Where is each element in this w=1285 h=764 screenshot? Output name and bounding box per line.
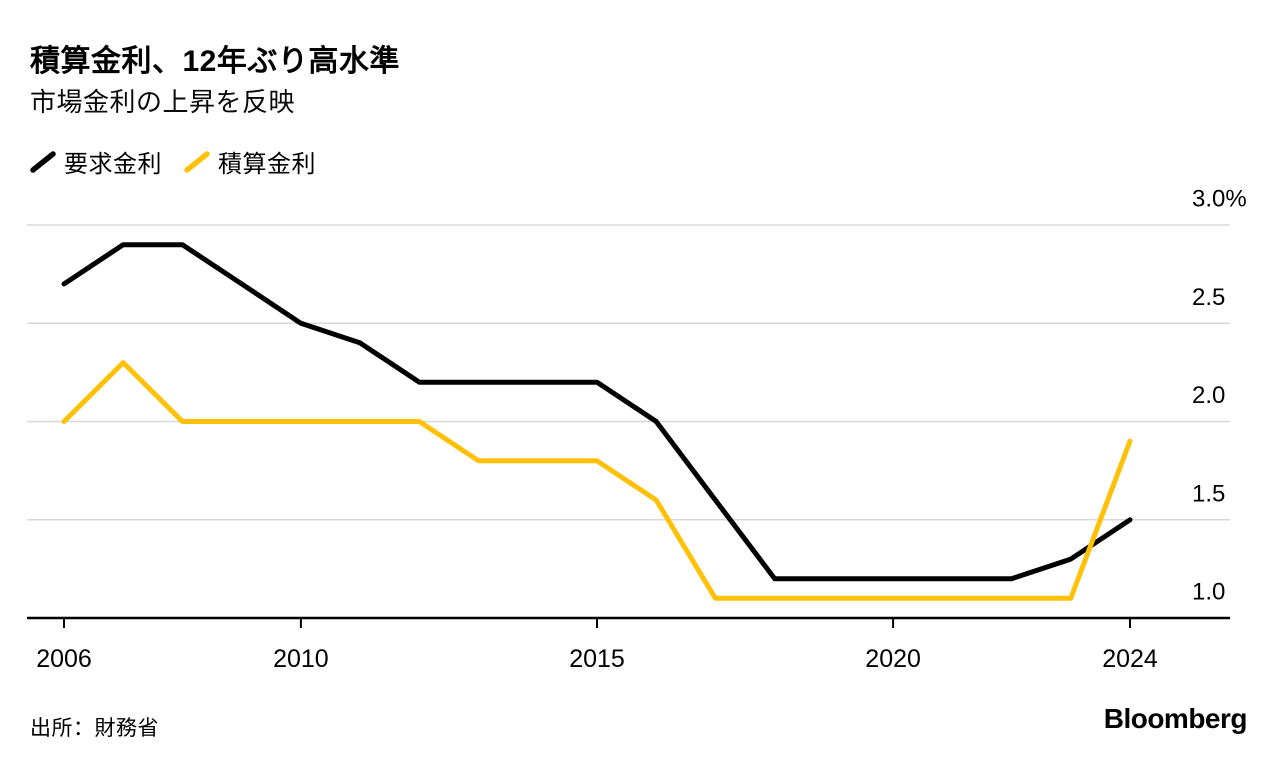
series-line-1 bbox=[61, 360, 1133, 601]
x-axis-label: 2024 bbox=[1102, 645, 1158, 673]
y-axis-label: 2.0 bbox=[1192, 382, 1225, 409]
bloomberg-logo: Bloomberg bbox=[1103, 703, 1248, 734]
series-line-0 bbox=[61, 242, 1133, 582]
y-axis-label: 3.0% bbox=[1192, 186, 1247, 213]
x-axis-label: 2006 bbox=[36, 645, 92, 673]
y-axis-label: 1.5 bbox=[1192, 480, 1225, 507]
legend-item-required-rate: 要求金利 bbox=[30, 144, 162, 179]
chart-subtitle: 市場金利の上昇を反映 bbox=[30, 87, 296, 117]
yellow-line-swatch-icon bbox=[184, 150, 210, 173]
source-label: 出所：財務省 bbox=[30, 717, 159, 740]
chart-title: 積算金利、12年ぶり高水準 bbox=[30, 45, 400, 78]
legend-label-required-rate: 要求金利 bbox=[64, 151, 162, 178]
x-axis-label: 2020 bbox=[865, 645, 921, 673]
legend-item-assumed-rate: 積算金利 bbox=[184, 144, 316, 179]
legend-label-assumed-rate: 積算金利 bbox=[218, 151, 316, 178]
y-axis-label: 1.0 bbox=[1192, 579, 1225, 606]
y-axis-label: 2.5 bbox=[1192, 284, 1225, 311]
black-line-swatch-icon bbox=[30, 150, 56, 173]
x-axis-label: 2010 bbox=[273, 645, 329, 673]
legend: 要求金利 積算金利 bbox=[30, 144, 316, 179]
x-axis-label: 2015 bbox=[569, 645, 625, 673]
line-chart: 3.0% 2.5 2.0 1.5 1.0 2006 2010 2015 2020 2024 bbox=[27, 186, 1247, 673]
